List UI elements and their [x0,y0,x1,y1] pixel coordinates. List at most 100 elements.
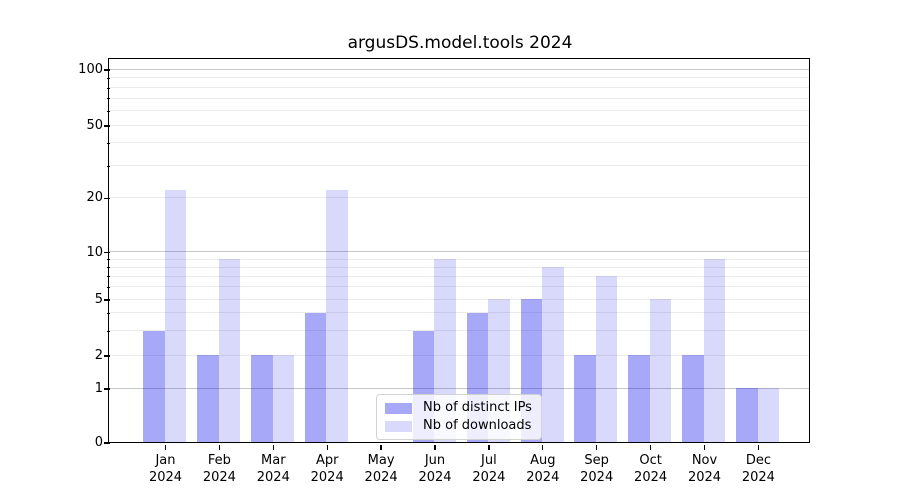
y-minor-tick-90 [106,78,110,79]
y-minor-tick-3 [106,330,110,332]
bar-downloads-jan [164,190,187,443]
x-tick-label-apr: Apr 2024 [295,453,359,486]
gridline-y-4 [109,312,810,314]
x-tick-label-oct: Oct 2024 [619,453,683,486]
x-tick-year-apr: 2024 [310,469,344,485]
legend-swatch-distinct-ips [385,402,412,414]
x-tick-mark-jan [164,445,167,450]
x-tick-year-oct: 2024 [634,469,668,485]
legend-swatch-downloads [385,420,412,432]
x-tick-label-mar: Mar 2024 [241,453,305,486]
legend-label-distinct-ips: Nb of distinct IPs [423,400,532,415]
y-tick-mark-20 [103,197,110,199]
x-tick-mark-may [380,445,382,450]
x-tick-mark-nov [703,445,706,450]
gridline-y-2 [109,354,810,356]
gridline-y-30 [109,165,810,167]
y-minor-tick-9 [106,259,110,261]
bar-downloads-feb [218,259,241,443]
bar-distinct-ips-feb [197,355,219,443]
gridline-y-10-major [109,251,810,253]
x-tick-month-jul: Jul [481,453,497,468]
gridline-y-100-major [109,68,810,70]
gridline-y-20 [109,197,810,199]
bar-distinct-ips-sep [574,355,596,443]
x-tick-month-aug: Aug [530,453,556,468]
bar-downloads-aug [542,267,564,443]
x-tick-mark-jul [488,445,490,450]
y-tick-label-1: 1 [94,381,103,396]
legend: Nb of distinct IPs Nb of downloads [376,394,542,440]
bar-distinct-ips-mar [251,355,273,443]
gridline-y-6 [109,286,810,288]
bar-downloads-nov [703,259,726,443]
x-tick-year-jan: 2024 [148,469,183,485]
x-tick-label-nov: Nov 2024 [673,453,737,486]
x-tick-month-jun: Jun [424,453,446,468]
y-minor-tick-30 [106,165,110,167]
x-tick-year-dec: 2024 [741,469,775,485]
y-minor-tick-70 [106,98,110,100]
y-minor-tick-60 [106,110,110,112]
x-tick-month-apr: Apr [315,453,339,468]
x-tick-year-aug: 2024 [526,469,560,485]
y-minor-tick-6 [106,287,110,288]
x-tick-year-jul: 2024 [472,469,506,485]
x-tick-mark-feb [218,445,221,450]
y-tick-label-10: 10 [86,244,103,260]
gridline-y-60 [109,110,810,112]
x-tick-mark-aug [542,445,544,450]
x-tick-mark-oct [649,445,652,450]
x-tick-label-aug: Aug 2024 [511,453,575,486]
gridline-y-70 [109,97,810,99]
bar-distinct-ips-dec [736,388,758,443]
x-tick-month-jan: Jan [155,453,176,468]
x-tick-month-oct: Oct [639,453,662,468]
gridline-y-90 [109,77,810,79]
y-minor-tick-4 [106,313,110,315]
y-tick-label-5: 5 [94,292,103,307]
bar-downloads-dec [757,388,780,443]
y-minor-tick-40 [106,143,110,145]
gridline-y-9 [109,258,810,260]
legend-item-distinct-ips: Nb of distinct IPs [385,399,532,417]
gridline-y-8 [109,266,810,268]
x-tick-mark-apr [326,445,328,450]
x-tick-label-may: May 2024 [349,453,413,486]
bar-distinct-ips-oct [628,355,650,443]
x-tick-mark-dec [757,445,760,450]
x-tick-month-feb: Feb [207,453,231,468]
x-tick-label-sep: Sep 2024 [565,453,629,486]
x-tick-label-jul: Jul 2024 [457,453,521,486]
bar-downloads-oct [649,299,672,443]
gridline-y-40 [109,142,810,144]
x-tick-year-may: 2024 [364,469,398,485]
x-tick-label-jan: Jan 2024 [134,453,198,486]
gridline-y-3 [109,330,810,332]
y-tick-label-20: 20 [86,190,103,206]
y-tick-label-100: 100 [78,62,103,77]
x-tick-month-may: May [367,453,395,468]
gridline-y-1-major [109,387,810,389]
y-tick-label-0: 0 [94,435,103,450]
bar-distinct-ips-nov [682,355,704,443]
gridline-y-7 [109,275,810,277]
gridline-y-5 [109,298,810,300]
plot-area [108,58,811,444]
x-tick-year-jun: 2024 [418,469,452,485]
x-tick-month-nov: Nov [691,453,718,468]
x-tick-label-feb: Feb 2024 [187,453,251,486]
bar-distinct-ips-apr [304,312,327,443]
x-tick-year-mar: 2024 [256,469,290,485]
x-tick-mark-sep [596,445,598,450]
x-tick-year-sep: 2024 [580,469,614,485]
x-tick-mark-mar [272,445,274,450]
gridline-y-80 [109,86,810,88]
x-tick-label-dec: Dec 2024 [726,453,790,486]
bar-distinct-ips-jan [143,330,165,443]
chart-title: argusDS.model.tools 2024 [347,33,573,53]
bar-downloads-mar [272,355,295,443]
x-tick-month-sep: Sep [584,453,609,468]
legend-item-downloads: Nb of downloads [385,417,532,435]
